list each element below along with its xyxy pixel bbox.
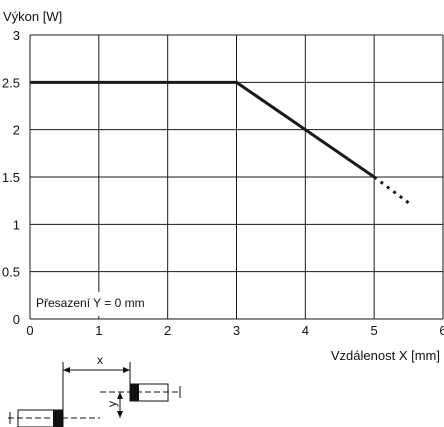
y-tick-label: 0 — [13, 312, 20, 327]
y-tick-label: 1 — [13, 217, 20, 232]
annotation-box — [32, 292, 164, 316]
y-tick-label: 2 — [13, 123, 20, 138]
y-arrow-bottom — [117, 411, 123, 418]
y-arrow-top — [117, 392, 123, 399]
y-axis-label: Výkon [W] — [3, 9, 62, 24]
y-tick-label: 2.5 — [2, 75, 20, 90]
y-tick-label: 0.5 — [2, 265, 20, 280]
series-group — [30, 80, 413, 207]
receiver-lens — [130, 384, 139, 401]
x-tick-label: 4 — [302, 323, 309, 338]
x-axis-label: Vzdálenost X [mm] — [331, 348, 440, 363]
y-dimension-label: y — [105, 401, 119, 407]
offset-annotation: Přesazení Y = 0 mm — [36, 296, 145, 310]
x-dimension-label: x — [97, 353, 103, 367]
x-tick-label: 6 — [439, 323, 444, 338]
x-tick-label: 0 — [26, 323, 33, 338]
y-tick-label: 1.5 — [2, 170, 20, 185]
x-tick-label: 3 — [233, 323, 240, 338]
offset-diagram: x y — [8, 353, 181, 427]
extrapolated-line — [373, 175, 413, 207]
x-arrow-right — [123, 367, 130, 373]
tick-labels: 0 1 2 3 4 5 6 0 0.5 1 1.5 2 2.5 3 — [2, 28, 444, 338]
grid — [29, 34, 444, 320]
x-tick-label: 1 — [95, 323, 102, 338]
y-tick-label: 3 — [13, 28, 20, 43]
x-arrow-left — [63, 367, 70, 373]
x-tick-label: 2 — [164, 323, 171, 338]
power-line — [30, 80, 376, 179]
x-tick-label: 5 — [371, 323, 378, 338]
